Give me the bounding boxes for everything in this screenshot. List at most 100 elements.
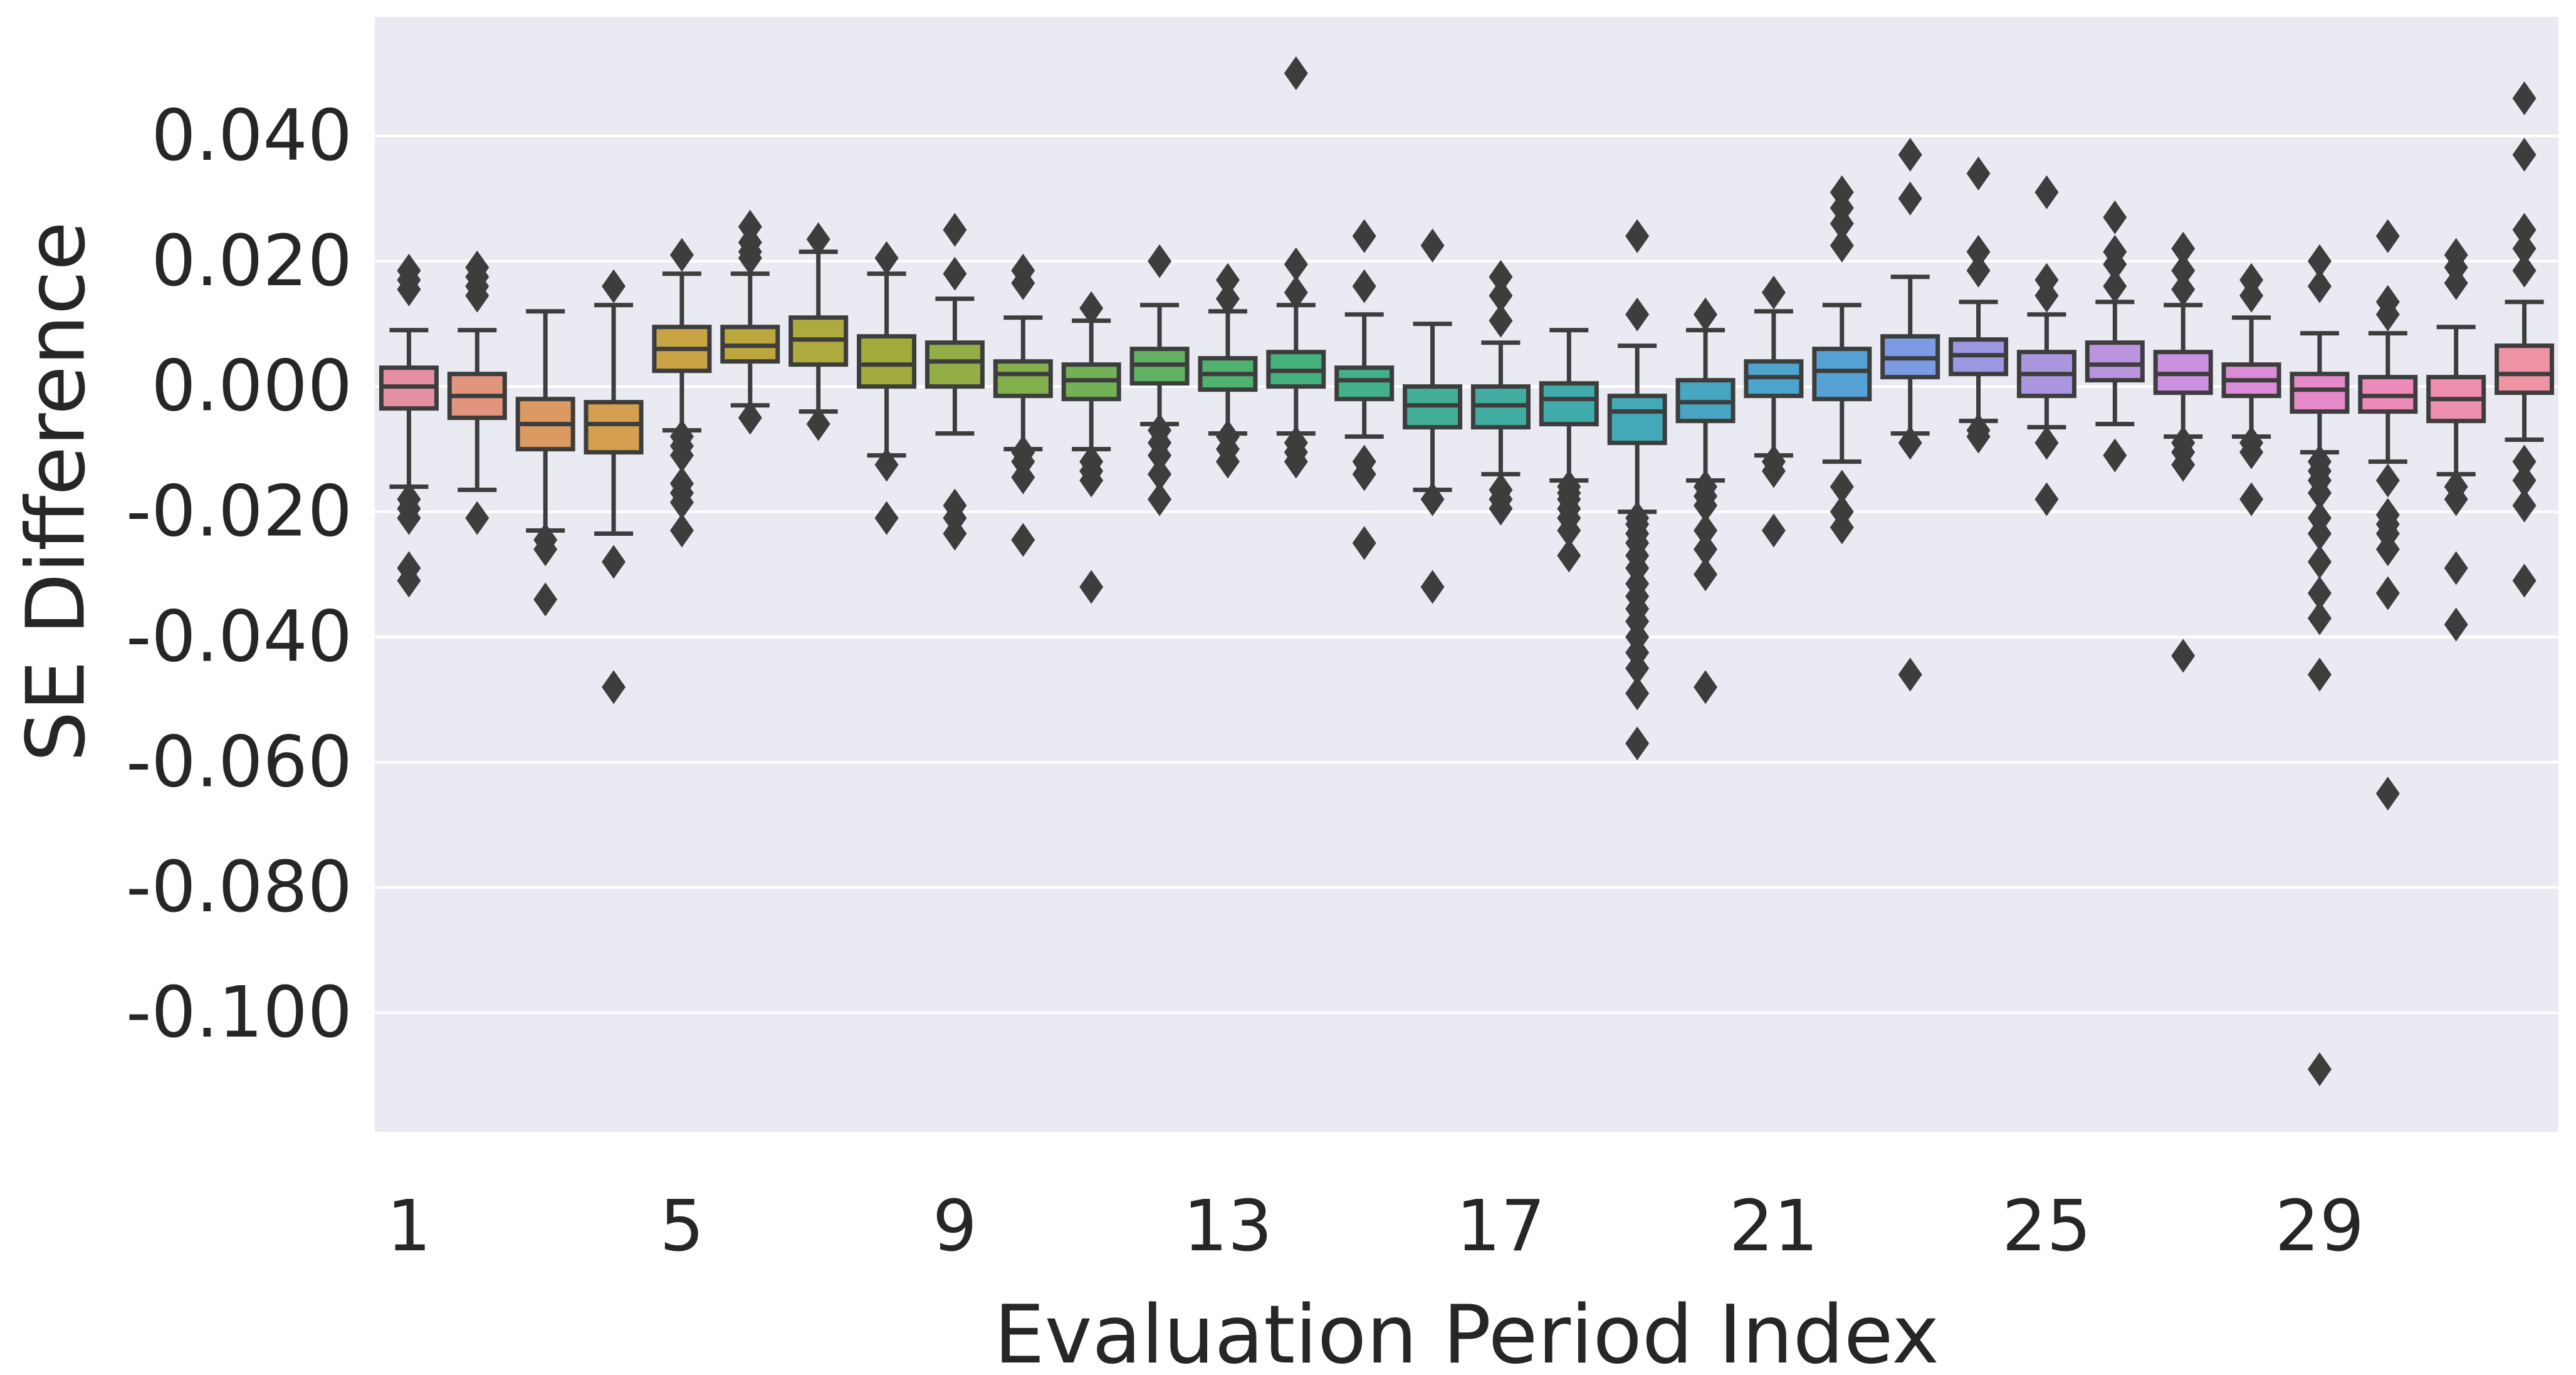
box-25 xyxy=(2016,175,2076,516)
outlier-marker xyxy=(1352,269,1376,303)
outlier-marker xyxy=(2171,447,2196,482)
box-29 xyxy=(2290,244,2350,1087)
box-6 xyxy=(720,209,780,435)
x-tick-label: 9 xyxy=(933,1186,977,1267)
box-14 xyxy=(1266,56,1326,479)
outlier-marker xyxy=(806,222,830,256)
outlier-marker xyxy=(1352,457,1376,491)
box-24 xyxy=(1949,156,2009,454)
box-11 xyxy=(1061,291,1121,604)
outlier-marker xyxy=(1489,278,1513,313)
outlier-marker xyxy=(943,256,967,291)
outlier-marker xyxy=(1694,297,1718,332)
outlier-marker xyxy=(738,241,762,275)
outlier-marker xyxy=(1284,247,1308,281)
outlier-marker xyxy=(1079,291,1104,325)
outlier-marker xyxy=(1489,491,1513,526)
outlier-marker xyxy=(2444,482,2468,516)
outlier-marker xyxy=(2307,1052,2332,1087)
box-7 xyxy=(788,222,849,441)
box-9 xyxy=(924,212,985,551)
outlier-marker xyxy=(602,545,626,579)
outlier-marker xyxy=(1830,469,1854,504)
outlier-marker xyxy=(2034,175,2059,209)
y-tick-label: 0.000 xyxy=(151,346,352,427)
outlier-marker xyxy=(1489,259,1513,294)
outlier-marker xyxy=(602,670,626,704)
y-tick-label: 0.020 xyxy=(151,221,352,302)
outlier-marker xyxy=(2375,297,2400,332)
outlier-marker xyxy=(2171,253,2196,288)
outlier-marker xyxy=(2171,272,2196,306)
outlier-marker xyxy=(2444,607,2468,642)
outlier-marker xyxy=(1694,670,1718,704)
outlier-marker xyxy=(2034,426,2059,460)
outlier-marker xyxy=(1284,275,1308,310)
outlier-marker xyxy=(738,400,762,435)
outlier-marker xyxy=(465,501,490,535)
outlier-marker xyxy=(1011,460,1035,494)
outlier-marker xyxy=(1694,488,1718,523)
outlier-marker xyxy=(2307,269,2332,303)
outlier-marker xyxy=(2103,438,2127,473)
outlier-marker xyxy=(1966,156,1991,191)
outlier-marker xyxy=(2239,278,2264,313)
outlier-marker xyxy=(2375,532,2400,567)
outlier-marker xyxy=(2375,463,2400,498)
outlier-marker xyxy=(1352,219,1376,253)
outlier-marker xyxy=(1898,181,1922,216)
outlier-marker xyxy=(2307,244,2332,278)
box-4 xyxy=(584,269,644,704)
outlier-marker xyxy=(874,447,899,482)
outlier-marker xyxy=(1079,463,1104,498)
outlier-marker xyxy=(397,501,421,535)
outlier-marker xyxy=(1420,482,1445,516)
outlier-marker xyxy=(1761,454,1786,488)
box-15 xyxy=(1334,219,1395,560)
box-13 xyxy=(1198,263,1258,479)
outlier-marker xyxy=(465,278,490,313)
outlier-marker xyxy=(1625,726,1650,761)
outlier-marker xyxy=(2512,212,2537,247)
outlier-marker xyxy=(1694,532,1718,567)
outlier-marker xyxy=(1625,297,1650,332)
outlier-marker xyxy=(1761,275,1786,310)
outlier-marker xyxy=(533,582,558,617)
outlier-marker xyxy=(874,501,899,535)
y-tick-label: 0.040 xyxy=(151,95,352,177)
outlier-marker xyxy=(1830,510,1854,545)
outlier-marker xyxy=(1352,526,1376,560)
outlier-marker xyxy=(2444,266,2468,300)
outlier-marker xyxy=(1420,570,1445,604)
outlier-marker xyxy=(2444,551,2468,585)
outlier-marker xyxy=(2512,81,2537,115)
x-tick-label: 13 xyxy=(1183,1186,1273,1267)
outlier-marker xyxy=(2034,482,2059,516)
outlier-marker xyxy=(1284,56,1308,90)
outlier-marker xyxy=(1898,426,1922,460)
box-30 xyxy=(2358,219,2418,811)
outlier-marker xyxy=(1625,219,1650,253)
x-axis-title: Evaluation Period Index xyxy=(993,1289,1940,1375)
box-3 xyxy=(515,309,575,617)
box-16 xyxy=(1403,228,1463,604)
outlier-marker xyxy=(2103,247,2127,281)
outlier-marker xyxy=(1694,513,1718,548)
outlier-marker xyxy=(1011,266,1035,300)
box-23 xyxy=(1880,137,1940,692)
outlier-marker xyxy=(1557,513,1581,548)
outlier-marker xyxy=(2375,219,2400,253)
outlier-marker xyxy=(1830,206,1854,241)
outlier-marker xyxy=(669,438,694,473)
outlier-marker xyxy=(2375,576,2400,610)
outlier-marker xyxy=(1898,137,1922,172)
outlier-marker xyxy=(2307,601,2332,635)
outlier-marker xyxy=(1215,281,1240,316)
box-1 xyxy=(379,253,439,598)
box-32 xyxy=(2495,81,2555,598)
box-18 xyxy=(1539,328,1599,573)
outlier-marker xyxy=(2512,563,2537,598)
outlier-marker xyxy=(1625,651,1650,686)
box-28 xyxy=(2221,263,2281,516)
outlier-marker xyxy=(1215,444,1240,479)
